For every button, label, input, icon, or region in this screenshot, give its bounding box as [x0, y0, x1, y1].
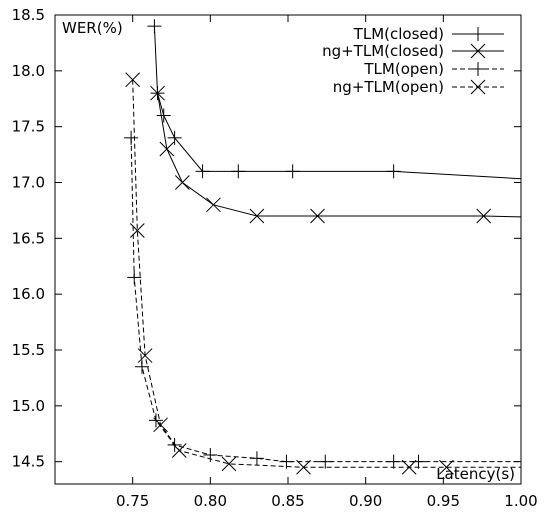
data-point-ng-tlm-closed [310, 208, 325, 224]
data-point-tlm-open [386, 454, 401, 469]
data-point-ng-tlm-open [137, 348, 153, 363]
data-point-ng-tlm-closed [206, 197, 221, 213]
marker-stroke [310, 208, 325, 224]
data-point-tlm-open [522, 455, 536, 469]
marker-stroke [296, 459, 311, 475]
x-tick-label: 0.75 [116, 492, 149, 510]
data-point-tlm-closed [195, 164, 210, 179]
data-point-ng-tlm-open [129, 223, 145, 238]
y-axis-label: WER(%) [62, 19, 123, 37]
data-point-tlm-open [203, 447, 218, 462]
data-point-tlm-open [134, 359, 149, 374]
data-point-ng-tlm-open [296, 459, 311, 475]
marker-stroke [153, 417, 168, 433]
marker-stroke [522, 460, 536, 474]
legend-label-tlm-open: TLM(open) [363, 60, 444, 78]
x-tick-label: 1.00 [504, 492, 537, 510]
data-point-tlm-open [411, 454, 426, 469]
series-ng-tlm-open [125, 72, 536, 475]
y-tick-label: 18.0 [12, 62, 45, 80]
data-point-ng-tlm-open [153, 417, 168, 433]
data-point-tlm-closed [386, 164, 401, 179]
marker-stroke [522, 210, 536, 224]
legend-marker-ng-tlm-closed [470, 43, 486, 59]
data-point-ng-tlm-closed [476, 208, 492, 224]
marker-stroke [439, 459, 454, 475]
data-point-tlm-open [318, 454, 333, 469]
series-tlm-open [124, 130, 536, 469]
series-ng-tlm-closed [150, 85, 536, 224]
marker-stroke [206, 197, 221, 213]
x-tick-label: 0.95 [427, 492, 460, 510]
marker-stroke [150, 85, 165, 101]
data-point-ng-tlm-closed [522, 210, 536, 224]
marker-stroke [476, 208, 492, 224]
data-point-tlm-open [249, 451, 264, 466]
marker-stroke [129, 223, 145, 238]
marker-stroke [137, 348, 153, 363]
marker-stroke [221, 456, 237, 472]
data-point-tlm-open [279, 454, 294, 469]
data-point-ng-tlm-closed [159, 141, 175, 157]
data-point-tlm-closed [167, 130, 182, 145]
data-point-ng-tlm-closed [150, 85, 165, 101]
data-point-tlm-closed [156, 108, 171, 123]
marker-stroke [522, 210, 536, 224]
marker-stroke [401, 459, 417, 475]
data-point-ng-tlm-open [125, 72, 141, 88]
marker-stroke [175, 175, 190, 190]
marker-stroke [125, 72, 141, 88]
y-tick-label: 16.0 [12, 285, 45, 303]
marker-stroke [249, 208, 265, 224]
legend-marker-tlm-open [471, 62, 485, 76]
y-tick-label: 14.5 [12, 453, 45, 471]
y-tick-label: 17.5 [12, 118, 45, 136]
legend-label-ng-tlm-closed: ng+TLM(closed) [322, 42, 444, 60]
tick-labels: 0.75 0.80 0.85 0.90 0.95 1.00 14.5 15.0 15.5 16.0… [12, 6, 538, 510]
data-point-tlm-closed [285, 164, 300, 179]
data-point-tlm-open [127, 270, 142, 285]
legend-marker-ng-tlm-open [470, 79, 486, 95]
data-point-tlm-closed [231, 164, 246, 179]
data-point-ng-tlm-open [401, 459, 417, 475]
x-axis-label: Latency(s) [436, 465, 515, 483]
legend-label-ng-tlm-open: ng+TLM(open) [333, 78, 444, 96]
series-line-ng-tlm-open [132, 79, 521, 468]
data-point-tlm-closed [522, 172, 536, 186]
marker-stroke [159, 141, 175, 157]
data-point-ng-tlm-open [439, 459, 454, 475]
marker-stroke [470, 43, 486, 59]
y-tick-label: 15.5 [12, 341, 45, 359]
marker-stroke [470, 79, 486, 95]
data-point-tlm-open [124, 130, 139, 145]
series-line-ng-tlm-closed [157, 93, 521, 218]
legend-marker-tlm-closed [471, 27, 485, 41]
series-line-tlm-open [130, 137, 521, 463]
plot-frame [54, 14, 522, 485]
marker-stroke [171, 443, 187, 458]
data-point-tlm-closed [147, 19, 162, 34]
x-tick-label: 0.80 [194, 492, 227, 510]
x-tick-label: 0.85 [271, 492, 304, 510]
y-tick-label: 17.0 [12, 174, 45, 192]
data-point-ng-tlm-closed [175, 175, 190, 190]
series-layer [124, 19, 536, 475]
data-point-ng-tlm-open [221, 456, 237, 472]
marker-stroke [522, 460, 536, 474]
y-tick-label: 15.0 [12, 397, 45, 415]
legend-label-tlm-closed: TLM(closed) [353, 25, 444, 43]
data-point-ng-tlm-closed [249, 208, 265, 224]
x-tick-label: 0.90 [349, 492, 382, 510]
y-tick-label: 18.5 [12, 6, 45, 24]
legend: TLM(closed)ng+TLM(closed)TLM(open)ng+TLM… [322, 25, 504, 96]
y-tick-label: 16.5 [12, 229, 45, 247]
data-point-ng-tlm-open [522, 460, 536, 474]
ticks [55, 14, 522, 484]
data-point-ng-tlm-open [171, 443, 187, 458]
